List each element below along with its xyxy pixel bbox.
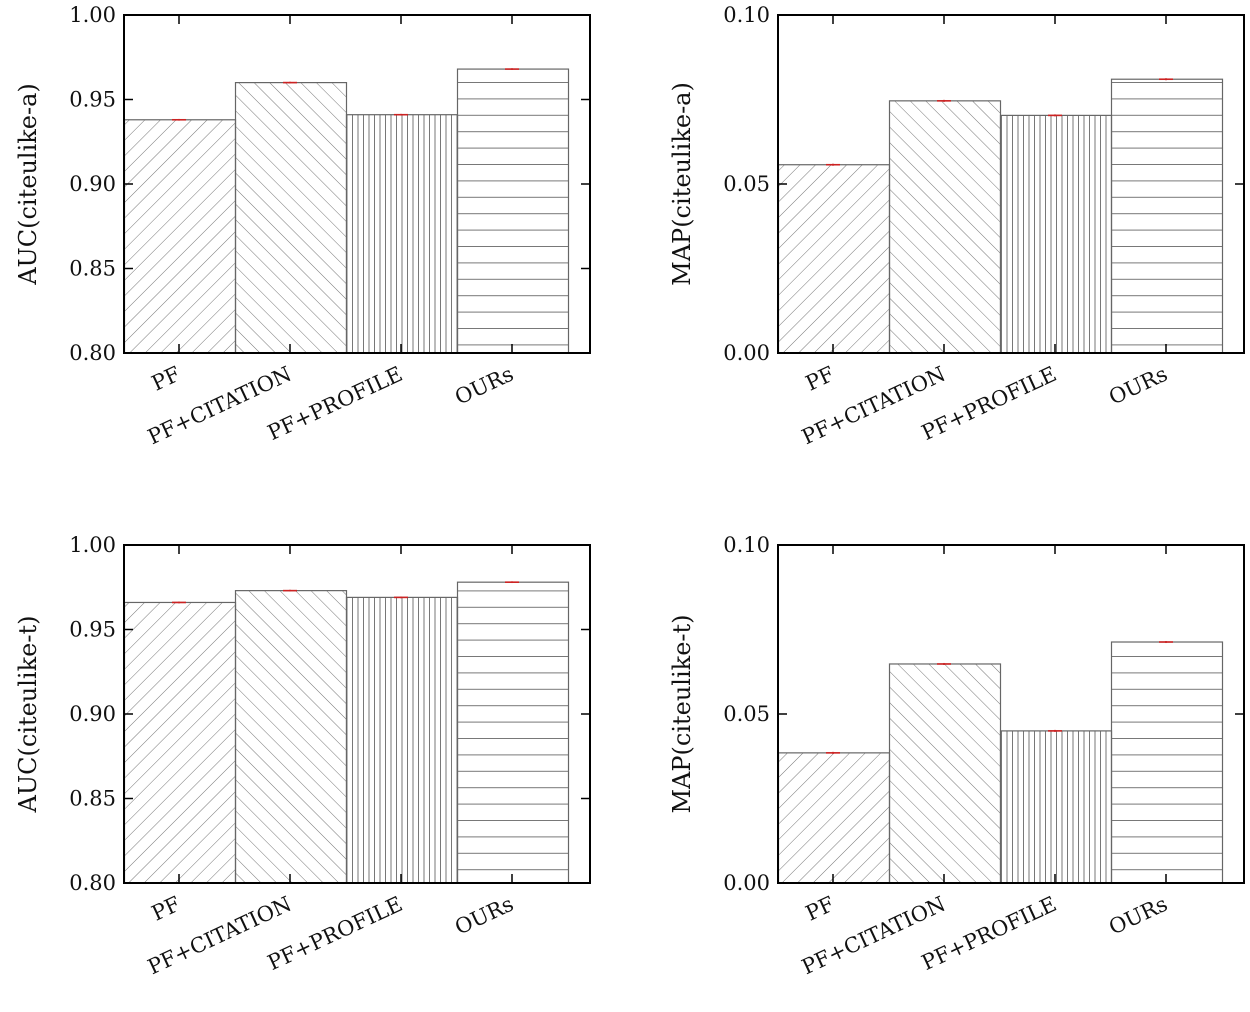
- error-bar: [394, 113, 408, 116]
- bar-pf: [777, 164, 891, 354]
- bar-pf-citation: [888, 100, 1002, 354]
- x-category-label: PF: [802, 362, 838, 396]
- error-bar: [172, 118, 186, 121]
- chart-panel-auc-citeulike-a: 0.800.850.900.951.00PFPF+CITATIONPF+PROF…: [14, 3, 591, 449]
- bar-pf-profile: [345, 114, 459, 354]
- bar-pf-citation: [888, 663, 1002, 884]
- bar-ours: [456, 581, 570, 884]
- error-bar: [172, 601, 186, 604]
- bar-pf-profile: [999, 730, 1113, 884]
- bar-ours: [456, 68, 570, 354]
- error-bar: [1048, 114, 1062, 117]
- error-bar: [1048, 729, 1062, 732]
- error-bar: [394, 596, 408, 599]
- x-category-label: OURs: [451, 892, 517, 940]
- bar-pf-citation: [234, 590, 348, 884]
- y-tick-label: 0.05: [723, 172, 770, 196]
- y-tick-label: 0.80: [69, 871, 116, 895]
- y-tick-label: 0.10: [723, 3, 770, 27]
- y-tick-label: 0.85: [69, 787, 116, 811]
- x-category-label: PF: [148, 362, 184, 396]
- error-bar: [283, 589, 297, 592]
- x-category-label: PF: [802, 892, 838, 926]
- error-bar: [826, 163, 840, 166]
- x-category-label: OURs: [451, 362, 517, 410]
- error-bar: [1159, 640, 1173, 644]
- bar-pf-profile: [345, 596, 459, 884]
- bar-pf-citation: [234, 81, 348, 354]
- y-tick-label: 0.00: [723, 871, 770, 895]
- y-tick-label: 0.95: [69, 88, 116, 112]
- chart-panel-auc-citeulike-t: 0.800.850.900.951.00PFPF+CITATIONPF+PROF…: [14, 533, 591, 979]
- y-tick-label: 1.00: [69, 3, 116, 27]
- x-category-label: OURs: [1105, 362, 1171, 410]
- bar-ours: [1110, 641, 1224, 884]
- y-axis-title: AUC(citeulike-t): [14, 616, 42, 814]
- y-tick-label: 0.95: [69, 618, 116, 642]
- y-axis-title: MAP(citeulike-t): [668, 614, 696, 813]
- error-bar: [937, 99, 951, 102]
- y-tick-label: 0.00: [723, 341, 770, 365]
- y-axis-title: MAP(citeulike-a): [668, 82, 696, 286]
- bar-pf: [123, 119, 237, 354]
- error-bar: [283, 81, 297, 84]
- bar-pf-profile: [999, 114, 1113, 354]
- x-category-label: PF: [148, 892, 184, 926]
- error-bar: [826, 751, 840, 754]
- y-tick-label: 0.85: [69, 257, 116, 281]
- y-tick-label: 0.10: [723, 533, 770, 557]
- error-bar: [505, 581, 519, 584]
- bar-ours: [1110, 78, 1224, 354]
- x-category-label: OURs: [1105, 892, 1171, 940]
- error-bar: [1159, 78, 1173, 81]
- error-bar: [505, 68, 519, 70]
- y-axis-title: AUC(citeulike-a): [14, 83, 42, 286]
- y-tick-label: 0.90: [69, 172, 116, 196]
- bar-pf: [123, 601, 237, 884]
- y-tick-label: 0.05: [723, 702, 770, 726]
- bar-pf: [777, 752, 891, 884]
- error-bar: [937, 662, 951, 665]
- y-tick-label: 0.80: [69, 341, 116, 365]
- y-tick-label: 0.90: [69, 702, 116, 726]
- y-tick-label: 1.00: [69, 533, 116, 557]
